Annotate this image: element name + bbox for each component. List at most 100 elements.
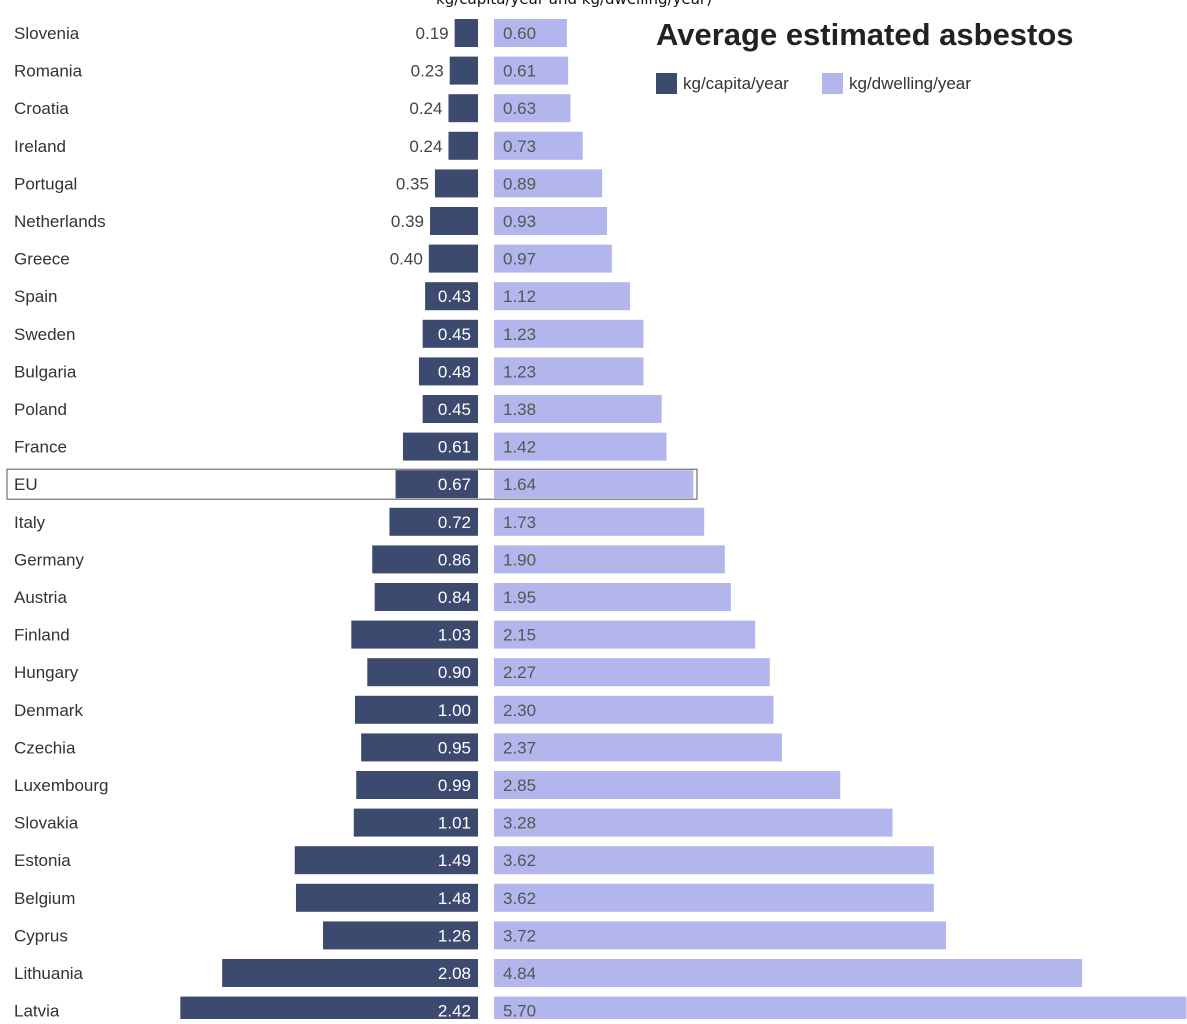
bar-dwelling <box>494 921 946 950</box>
bar-label-capita: 1.01 <box>438 814 471 833</box>
bar-dwelling <box>494 94 571 123</box>
bar-capita <box>294 846 478 875</box>
category-label: Ireland <box>14 137 66 156</box>
highlight-frame <box>6 468 698 500</box>
chart-row: Luxembourg 0.99 2.85 <box>14 771 841 799</box>
bar-label-dwelling: 5.70 <box>503 1002 536 1019</box>
category-label: Cyprus <box>14 926 68 945</box>
bar-label-capita: 0.90 <box>438 663 471 682</box>
chart-row: Latvia 2.42 5.70 <box>14 996 1187 1024</box>
chart-row: Netherlands 0.39 0.93 <box>14 207 607 235</box>
bar-label-dwelling: 2.85 <box>503 776 536 795</box>
bar-label-dwelling: 2.15 <box>503 626 536 645</box>
bar-dwelling <box>494 131 583 160</box>
chart-row: EU 0.67 1.64 <box>6 468 698 500</box>
chart-row: France 0.61 1.42 <box>14 432 667 461</box>
chart-rows: Slovenia 0.19 0.60 Romania 0.23 0.61 Croatia 0.… <box>6 19 1187 1024</box>
bar-capita <box>395 470 478 499</box>
legend-item: kg/capita/year <box>656 73 789 94</box>
category-label: Hungary <box>14 663 79 682</box>
bar-label-dwelling: 3.62 <box>503 889 536 908</box>
bar-label-capita: 0.45 <box>438 400 471 419</box>
bar-label-dwelling: 3.72 <box>503 926 536 945</box>
chart-row: Greece 0.40 0.97 <box>14 244 612 273</box>
bar-label-capita: 1.26 <box>438 926 471 945</box>
bar-capita <box>422 395 478 423</box>
bar-capita <box>418 357 478 386</box>
bar-dwelling <box>494 996 1187 1024</box>
bar-label-capita: 0.45 <box>438 325 471 344</box>
chart-row: Ireland 0.24 0.73 <box>14 131 583 160</box>
category-label: Latvia <box>14 1002 60 1019</box>
bar-dwelling <box>494 733 782 762</box>
bar-capita <box>367 658 478 687</box>
chart-row: Italy 0.72 1.73 <box>14 507 705 536</box>
bar-dwelling <box>494 959 1083 987</box>
category-label: Spain <box>14 287 57 306</box>
bar-capita <box>389 507 478 536</box>
bar-capita <box>372 545 478 574</box>
chart-row: Denmark 1.00 2.30 <box>14 695 774 724</box>
bar-label-dwelling: 1.90 <box>503 550 536 569</box>
bar-capita <box>323 921 478 950</box>
bar-label-dwelling: 2.37 <box>503 738 536 757</box>
category-label: Romania <box>14 62 83 81</box>
chart-row: Sweden 0.45 1.23 <box>14 319 644 348</box>
chart-title: Average estimated asbestos <box>656 17 1074 52</box>
bar-capita <box>374 583 478 611</box>
category-label: Estonia <box>14 851 71 870</box>
bar-capita <box>448 94 478 123</box>
bar-label-dwelling: 4.84 <box>503 964 536 983</box>
bar-label-dwelling: 0.60 <box>503 24 536 43</box>
chart-row: Portugal 0.35 0.89 <box>14 169 603 198</box>
bar-dwelling <box>494 583 731 611</box>
bar-capita <box>434 169 478 198</box>
bar-label-capita: 1.48 <box>438 889 471 908</box>
chart-row: Austria 0.84 1.95 <box>14 583 731 611</box>
bar-label-dwelling: 1.42 <box>503 438 536 457</box>
bar-label-dwelling: 1.95 <box>503 588 536 607</box>
bar-label-dwelling: 2.27 <box>503 663 536 682</box>
bar-label-capita: 0.99 <box>438 776 471 795</box>
bar-label-capita: 2.08 <box>438 964 471 983</box>
bar-label-capita: 0.84 <box>438 588 471 607</box>
legend-swatch <box>656 73 677 94</box>
bar-dwelling <box>494 207 607 235</box>
category-label: Slovakia <box>14 814 79 833</box>
bar-dwelling <box>494 470 694 499</box>
category-label: Portugal <box>14 174 77 193</box>
category-label: Croatia <box>14 99 69 118</box>
bar-label-capita: 0.24 <box>409 137 442 156</box>
bar-label-capita: 0.61 <box>438 438 471 457</box>
chart-row: Hungary 0.90 2.27 <box>14 658 770 687</box>
bar-dwelling <box>494 282 631 311</box>
bar-label-capita: 0.86 <box>438 550 471 569</box>
bar-label-capita: 0.40 <box>390 250 423 269</box>
bar-label-capita: 0.43 <box>438 287 471 306</box>
bar-dwelling <box>494 658 770 687</box>
chart-row: Poland 0.45 1.38 <box>14 395 662 423</box>
chart-row: Spain 0.43 1.12 <box>14 282 631 311</box>
bar-capita <box>356 771 478 799</box>
bar-capita <box>454 19 478 47</box>
bar-capita <box>402 432 478 461</box>
bar-label-dwelling: 0.63 <box>503 99 536 118</box>
bar-dwelling <box>494 244 612 273</box>
bar-dwelling <box>494 545 725 574</box>
chart-row: Slovenia 0.19 0.60 <box>14 19 567 47</box>
chart-row: Romania 0.23 0.61 <box>14 56 569 85</box>
bar-capita <box>180 996 478 1024</box>
bar-label-dwelling: 1.23 <box>503 362 536 381</box>
bar-label-dwelling: 1.12 <box>503 287 536 306</box>
bar-capita <box>222 959 478 987</box>
legend-swatch <box>822 73 843 94</box>
chart-row: Czechia 0.95 2.37 <box>14 733 782 762</box>
bar-dwelling <box>494 357 644 386</box>
bar-capita <box>353 808 478 837</box>
bar-label-capita: 0.23 <box>411 62 444 81</box>
bar-label-capita: 1.03 <box>438 626 471 645</box>
bar-label-dwelling: 0.73 <box>503 137 536 156</box>
bar-dwelling <box>494 846 934 875</box>
bar-capita <box>430 207 478 235</box>
